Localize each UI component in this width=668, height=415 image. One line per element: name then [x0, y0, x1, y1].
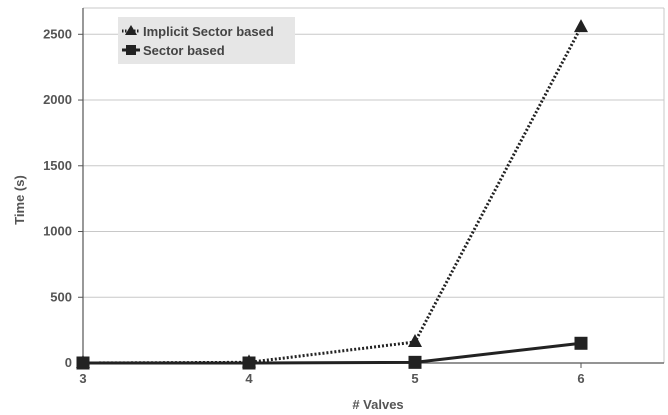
x-tick-label-4: 4 — [245, 371, 253, 386]
y-tick-label-2500: 2500 — [43, 26, 72, 41]
y-axis-title: Time (s) — [12, 175, 27, 225]
x-axis-title: # Valves — [352, 397, 403, 412]
legend-label-sector: Sector based — [143, 43, 225, 58]
y-tick-label-0: 0 — [65, 355, 72, 370]
x-tick-label-5: 5 — [411, 371, 418, 386]
marker-square-1-3 — [574, 336, 588, 350]
marker-square-1-0 — [76, 356, 90, 370]
legend-triangle-icon — [125, 25, 137, 35]
y-tick-label-1500: 1500 — [43, 158, 72, 173]
series-line-1 — [83, 341, 582, 365]
legend-square-icon — [126, 45, 136, 55]
legend: Implicit Sector based Sector based — [118, 17, 295, 64]
marker-square-1-2 — [408, 355, 422, 369]
x-tick-label-3: 3 — [79, 371, 86, 386]
marker-square-1-1 — [242, 356, 256, 370]
tick-labels: 0 500 1000 1500 2000 2500 3 4 5 6 — [43, 26, 585, 386]
y-tick-label-2000: 2000 — [43, 92, 72, 107]
legend-label-implicit: Implicit Sector based — [143, 24, 274, 39]
series-line-0 — [82, 26, 583, 365]
series-group — [76, 19, 588, 370]
y-tick-label-500: 500 — [50, 289, 72, 304]
marker-triangle-0-2 — [408, 333, 422, 347]
legend-box — [118, 17, 295, 64]
y-tick-label-1000: 1000 — [43, 224, 72, 239]
x-tick-label-6: 6 — [577, 371, 584, 386]
marker-triangle-0-3 — [574, 19, 588, 33]
